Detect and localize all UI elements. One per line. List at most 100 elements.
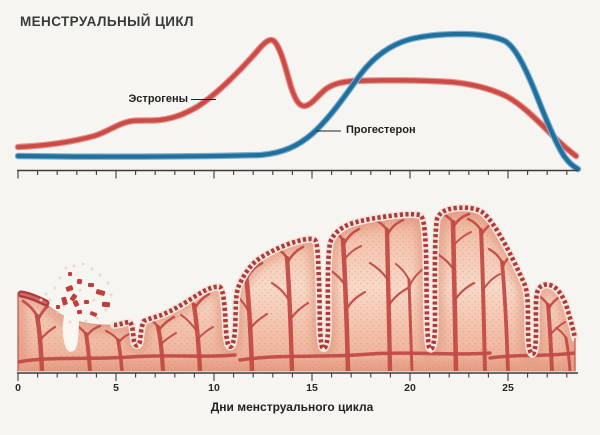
vessel-branch <box>270 281 291 302</box>
debris-particle <box>61 296 68 306</box>
vessel-branch <box>407 278 414 371</box>
vessel-branch <box>450 219 459 371</box>
debris-particle <box>69 293 78 302</box>
debris-particle <box>101 301 111 308</box>
speckle-dot <box>72 264 76 268</box>
speckle-dot <box>48 298 52 302</box>
day-tick-label: 20 <box>404 382 416 394</box>
vessel-branch <box>340 237 351 371</box>
vessel-branch <box>409 268 424 286</box>
speckle-dot <box>106 281 110 285</box>
progesterone-curve <box>15 31 581 172</box>
vessel-branch <box>85 324 102 338</box>
estrogen-curve <box>15 37 579 159</box>
vessel-branch <box>386 218 405 236</box>
vessel-branch <box>368 261 390 282</box>
vessel-branch <box>384 227 393 371</box>
vessel-branch <box>453 231 472 246</box>
day-tick-label: 10 <box>208 382 220 394</box>
debris-particle <box>88 283 94 287</box>
day-tick-label: 25 <box>502 382 514 394</box>
vessel-branch <box>344 290 367 312</box>
debris-particle <box>76 278 83 285</box>
speckle-dot <box>53 286 57 290</box>
vessel-branch <box>549 321 566 336</box>
shedding-epithelium-flap-highlight <box>19 292 48 305</box>
vessel-branch <box>555 327 567 339</box>
speckle-dot <box>95 316 99 320</box>
speckle-dot <box>84 319 88 323</box>
top-axis-ticks <box>17 170 568 179</box>
speckle-dot <box>56 310 60 314</box>
day-tick-label: 0 <box>15 382 21 394</box>
vessel-branch <box>104 329 120 342</box>
speckle-dot <box>78 288 82 292</box>
vessel-branch <box>180 314 197 331</box>
vessel-branch <box>487 247 504 264</box>
speckle-dot <box>68 320 72 324</box>
vessel-branch <box>342 227 361 246</box>
vessel-branch <box>343 245 362 261</box>
progesterone-label: Прогестерон <box>346 124 416 136</box>
vessel-branch <box>546 303 554 371</box>
vessel-branch <box>18 353 237 364</box>
vessel-branch <box>21 299 39 318</box>
speckle-dot <box>104 308 108 312</box>
epithelium-border <box>113 205 578 357</box>
debris-particle <box>89 311 98 317</box>
debris-particle <box>56 305 60 309</box>
speckle-dot <box>58 276 62 280</box>
vessel-branch <box>159 332 177 346</box>
vessel-branch <box>243 272 255 371</box>
vessel-branch <box>288 301 310 322</box>
speckle-dot <box>39 298 43 302</box>
vessel-branch <box>564 336 572 371</box>
vessel-branch <box>466 217 483 232</box>
vessel-branch <box>479 228 487 371</box>
speckle-dot <box>90 267 94 271</box>
shed-debris <box>56 272 111 317</box>
vessel-branch <box>157 315 176 332</box>
vessel-branch <box>193 292 211 310</box>
shed-tissue-blob <box>62 315 79 352</box>
bottom-day-axis <box>17 372 578 381</box>
debris-particle <box>95 289 106 296</box>
vessel-branch <box>452 212 471 228</box>
vessel-branch <box>482 273 501 291</box>
vessel-branch <box>38 325 57 342</box>
shed-speckles <box>39 262 113 324</box>
bottom-axis-ticks <box>17 373 568 381</box>
day-tick-label: 5 <box>113 382 119 394</box>
speckle-dot <box>62 304 66 308</box>
debris-particle <box>76 309 83 315</box>
speckle-dot <box>64 266 68 270</box>
vessel-branch <box>286 245 305 264</box>
vessel-branch <box>284 255 295 371</box>
vessel-branch <box>196 326 214 341</box>
speckle-dot <box>92 298 96 302</box>
x-axis-title: Дни менструального цикла <box>210 400 374 414</box>
debris-particle <box>68 272 72 276</box>
vessel-branch <box>395 263 410 281</box>
endometrium-illustration <box>17 203 579 372</box>
vessel-branch <box>191 302 203 371</box>
vessel-branch <box>453 281 476 302</box>
speckle-dot <box>81 262 85 266</box>
debris-particle <box>72 300 80 307</box>
speckle-dot <box>44 292 48 296</box>
hormone-chart <box>14 30 582 173</box>
vessel-branch <box>247 312 269 332</box>
vessel-branch <box>387 286 410 307</box>
speckle-dot <box>98 273 102 277</box>
top-day-axis <box>17 169 578 179</box>
estrogen-label: Эстрогены <box>128 93 188 105</box>
vessel-branch <box>500 260 510 371</box>
speckle-dot <box>109 293 113 297</box>
day-tick-label: 15 <box>306 382 318 394</box>
diagram-title: МЕНСТРУАЛЬНЫЙ ЦИКЛ <box>20 14 194 29</box>
debris-particle <box>65 285 74 292</box>
vessel-branch <box>238 351 492 362</box>
debris-particle <box>84 300 89 304</box>
